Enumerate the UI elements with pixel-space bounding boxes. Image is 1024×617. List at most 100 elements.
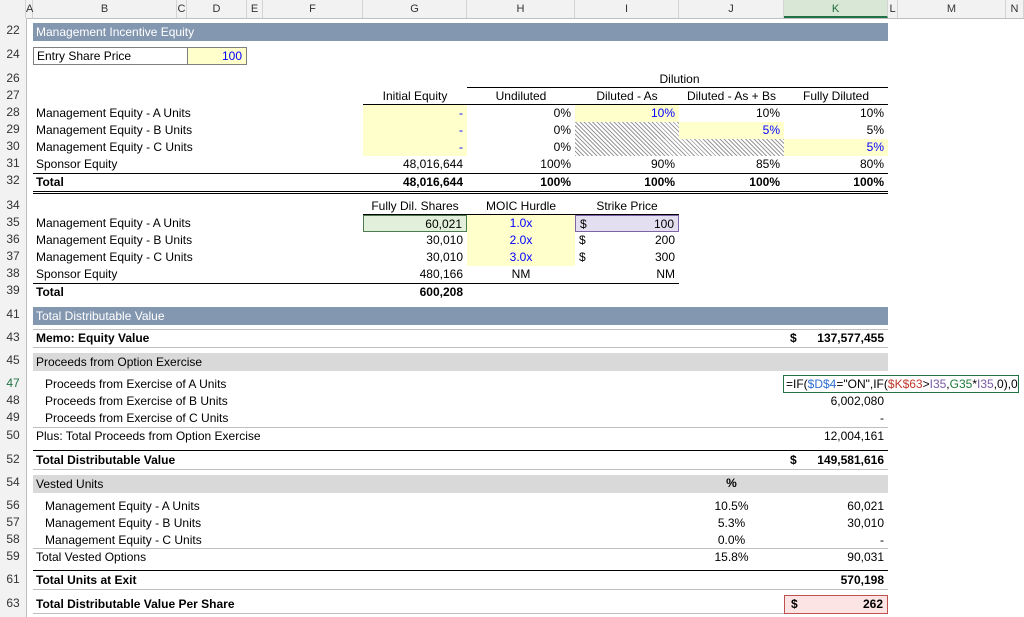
vested-b-units[interactable]: 30,010 xyxy=(847,516,884,530)
row-label[interactable]: Sponsor Equity xyxy=(36,267,118,281)
column-header-e[interactable]: E xyxy=(247,0,263,18)
row-header[interactable]: 26 xyxy=(6,71,20,85)
undiluted-a[interactable]: 0% xyxy=(553,106,571,120)
column-header-g[interactable]: G xyxy=(363,0,467,18)
hatched-cell[interactable] xyxy=(575,122,679,139)
undiluted-sponsor[interactable]: 100% xyxy=(540,157,571,171)
total-vested-options-label[interactable]: Total Vested Options xyxy=(36,550,147,564)
fully-diluted-a[interactable]: 10% xyxy=(859,106,884,120)
strike-c-cell[interactable]: $ 300 xyxy=(575,249,679,266)
diluted-as-a[interactable]: 10% xyxy=(575,105,679,122)
diluted-as-sponsor[interactable]: 90% xyxy=(650,157,675,171)
row-label[interactable]: Sponsor Equity xyxy=(36,157,118,171)
shares-c[interactable]: 30,010 xyxy=(426,250,463,264)
diluted-as-bs-sponsor[interactable]: 85% xyxy=(755,157,780,171)
row-header[interactable]: 45 xyxy=(6,353,20,367)
row-header[interactable]: 56 xyxy=(6,498,20,512)
total-vested-options-units[interactable]: 90,031 xyxy=(847,550,884,564)
column-header-m[interactable]: M xyxy=(898,0,1006,18)
row-header[interactable]: 24 xyxy=(6,47,20,61)
row-header[interactable]: 41 xyxy=(6,307,20,321)
shares-b[interactable]: 30,010 xyxy=(426,233,463,247)
diluted-as-bs-b[interactable]: 5% xyxy=(679,122,784,139)
initial-equity-a[interactable]: - xyxy=(363,105,467,122)
entry-share-price-label[interactable]: Entry Share Price xyxy=(33,47,187,65)
row-header[interactable]: 48 xyxy=(6,393,20,407)
shares-a-cell[interactable]: 60,021 xyxy=(363,215,467,232)
row-header[interactable]: 37 xyxy=(6,249,20,263)
row-header[interactable]: 22 xyxy=(6,23,20,37)
proceeds-c-value[interactable]: - xyxy=(880,411,884,425)
row-label[interactable]: Management Equity - C Units xyxy=(36,250,193,264)
column-header-a[interactable]: A xyxy=(26,0,33,18)
column-header-n[interactable]: N xyxy=(1006,0,1024,18)
moic-b[interactable]: 2.0x xyxy=(467,232,575,249)
row-header[interactable]: 47 xyxy=(6,376,20,390)
moic-a[interactable]: 1.0x xyxy=(467,215,575,232)
row-label[interactable]: Management Equity - B Units xyxy=(36,233,193,247)
fully-diluted-total[interactable]: 100% xyxy=(853,175,884,189)
formula-edit-cell[interactable]: =IF($D$4="ON",IF($K$63>I35,G35*I35,0),0) xyxy=(783,375,1019,393)
row-header[interactable]: 36 xyxy=(6,232,20,246)
hatched-cell[interactable] xyxy=(575,139,784,156)
vested-a-label[interactable]: Management Equity - A Units xyxy=(45,499,200,513)
row-header[interactable]: 49 xyxy=(6,410,20,424)
column-header-k[interactable]: K xyxy=(784,0,888,18)
total-units-at-exit-value[interactable]: 570,198 xyxy=(840,573,884,587)
initial-equity-total[interactable]: 48,016,644 xyxy=(402,175,463,189)
total-units-at-exit-label[interactable]: Total Units at Exit xyxy=(36,573,137,587)
plus-total-proceeds-label[interactable]: Plus: Total Proceeds from Option Exercis… xyxy=(36,429,261,443)
undiluted-b[interactable]: 0% xyxy=(553,123,571,137)
strike-sponsor[interactable]: NM xyxy=(656,267,675,281)
strike-a-cell[interactable]: $ 100 xyxy=(575,215,679,232)
total-distributable-value-cell[interactable]: $ 149,581,616 xyxy=(784,452,888,469)
row-label-total[interactable]: Total xyxy=(36,175,64,189)
total-value-per-share-label[interactable]: Total Distributable Value Per Share xyxy=(36,597,235,611)
moic-c[interactable]: 3.0x xyxy=(467,249,575,266)
fully-diluted-c[interactable]: 5% xyxy=(784,139,888,156)
diluted-as-total[interactable]: 100% xyxy=(644,175,675,189)
moic-sponsor[interactable]: NM xyxy=(511,267,531,281)
shares-total[interactable]: 600,208 xyxy=(419,285,463,299)
diluted-as-bs-total[interactable]: 100% xyxy=(749,175,780,189)
column-header-d[interactable]: D xyxy=(187,0,247,18)
initial-equity-b[interactable]: - xyxy=(363,122,467,139)
memo-equity-value-label[interactable]: Memo: Equity Value xyxy=(36,331,150,345)
row-header[interactable]: 31 xyxy=(6,156,20,170)
undiluted-total[interactable]: 100% xyxy=(540,175,571,189)
row-header[interactable]: 30 xyxy=(6,139,20,153)
column-header-f[interactable]: F xyxy=(263,0,363,18)
row-header[interactable]: 61 xyxy=(6,572,20,586)
row-header[interactable]: 32 xyxy=(6,173,20,187)
select-all-corner[interactable] xyxy=(0,0,26,18)
row-label[interactable]: Management Equity - A Units xyxy=(36,216,191,230)
row-header[interactable]: 58 xyxy=(6,532,20,546)
total-vested-options-pct[interactable]: 15.8% xyxy=(714,550,749,564)
initial-equity-c[interactable]: - xyxy=(363,139,467,156)
vested-c-label[interactable]: Management Equity - C Units xyxy=(45,533,202,547)
vested-b-pct[interactable]: 5.3% xyxy=(717,516,746,530)
vested-c-units[interactable]: - xyxy=(880,533,884,547)
row-header[interactable]: 43 xyxy=(6,330,20,344)
row-header[interactable]: 59 xyxy=(6,549,20,563)
row-header[interactable]: 52 xyxy=(6,452,20,466)
row-header[interactable]: 39 xyxy=(6,283,20,297)
column-header-h[interactable]: H xyxy=(467,0,575,18)
row-label-total[interactable]: Total xyxy=(36,285,64,299)
row-header[interactable]: 54 xyxy=(6,475,20,489)
total-distributable-value-label[interactable]: Total Distributable Value xyxy=(36,453,176,467)
proceeds-c-label[interactable]: Proceeds from Exercise of C Units xyxy=(45,411,229,425)
proceeds-a-label[interactable]: Proceeds from Exercise of A Units xyxy=(45,377,227,391)
row-header[interactable]: 27 xyxy=(6,88,20,102)
fully-diluted-b[interactable]: 5% xyxy=(866,123,884,137)
row-header[interactable]: 28 xyxy=(6,105,20,119)
vested-a-pct[interactable]: 10.5% xyxy=(714,499,749,513)
vested-c-pct[interactable]: 0.0% xyxy=(717,533,746,547)
fully-diluted-sponsor[interactable]: 80% xyxy=(859,157,884,171)
row-header[interactable]: 57 xyxy=(6,515,20,529)
strike-b-cell[interactable]: $ 200 xyxy=(575,232,679,249)
shares-sponsor[interactable]: 480,166 xyxy=(419,267,463,281)
proceeds-b-value[interactable]: 6,002,080 xyxy=(830,394,884,408)
row-header[interactable]: 34 xyxy=(6,198,20,212)
entry-share-price-input[interactable]: 100 xyxy=(187,47,247,65)
